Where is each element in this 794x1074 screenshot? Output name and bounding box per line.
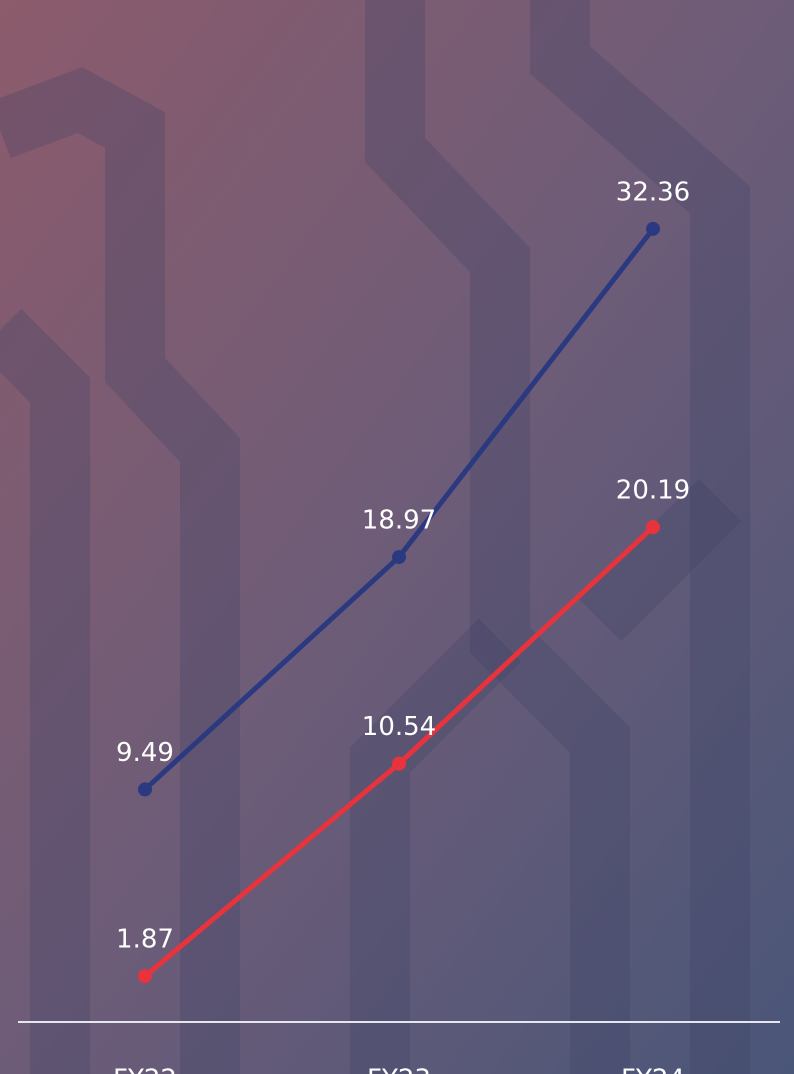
data-label: 9.49	[116, 738, 174, 768]
data-point	[138, 782, 152, 797]
data-point	[392, 550, 406, 565]
data-point	[138, 969, 152, 984]
data-label: 18.97	[362, 506, 436, 536]
data-label: 1.87	[116, 925, 174, 955]
data-label: 20.19	[616, 476, 690, 506]
x-tick-label: FY22	[113, 1065, 177, 1074]
x-tick-label: FY23	[367, 1065, 431, 1074]
background-pattern	[0, 0, 750, 1074]
data-point	[646, 221, 660, 236]
data-point	[646, 520, 660, 535]
data-point	[392, 756, 406, 771]
x-tick-label: FY24	[621, 1065, 685, 1074]
data-label: 10.54	[362, 712, 436, 742]
data-label: 32.36	[616, 177, 690, 207]
